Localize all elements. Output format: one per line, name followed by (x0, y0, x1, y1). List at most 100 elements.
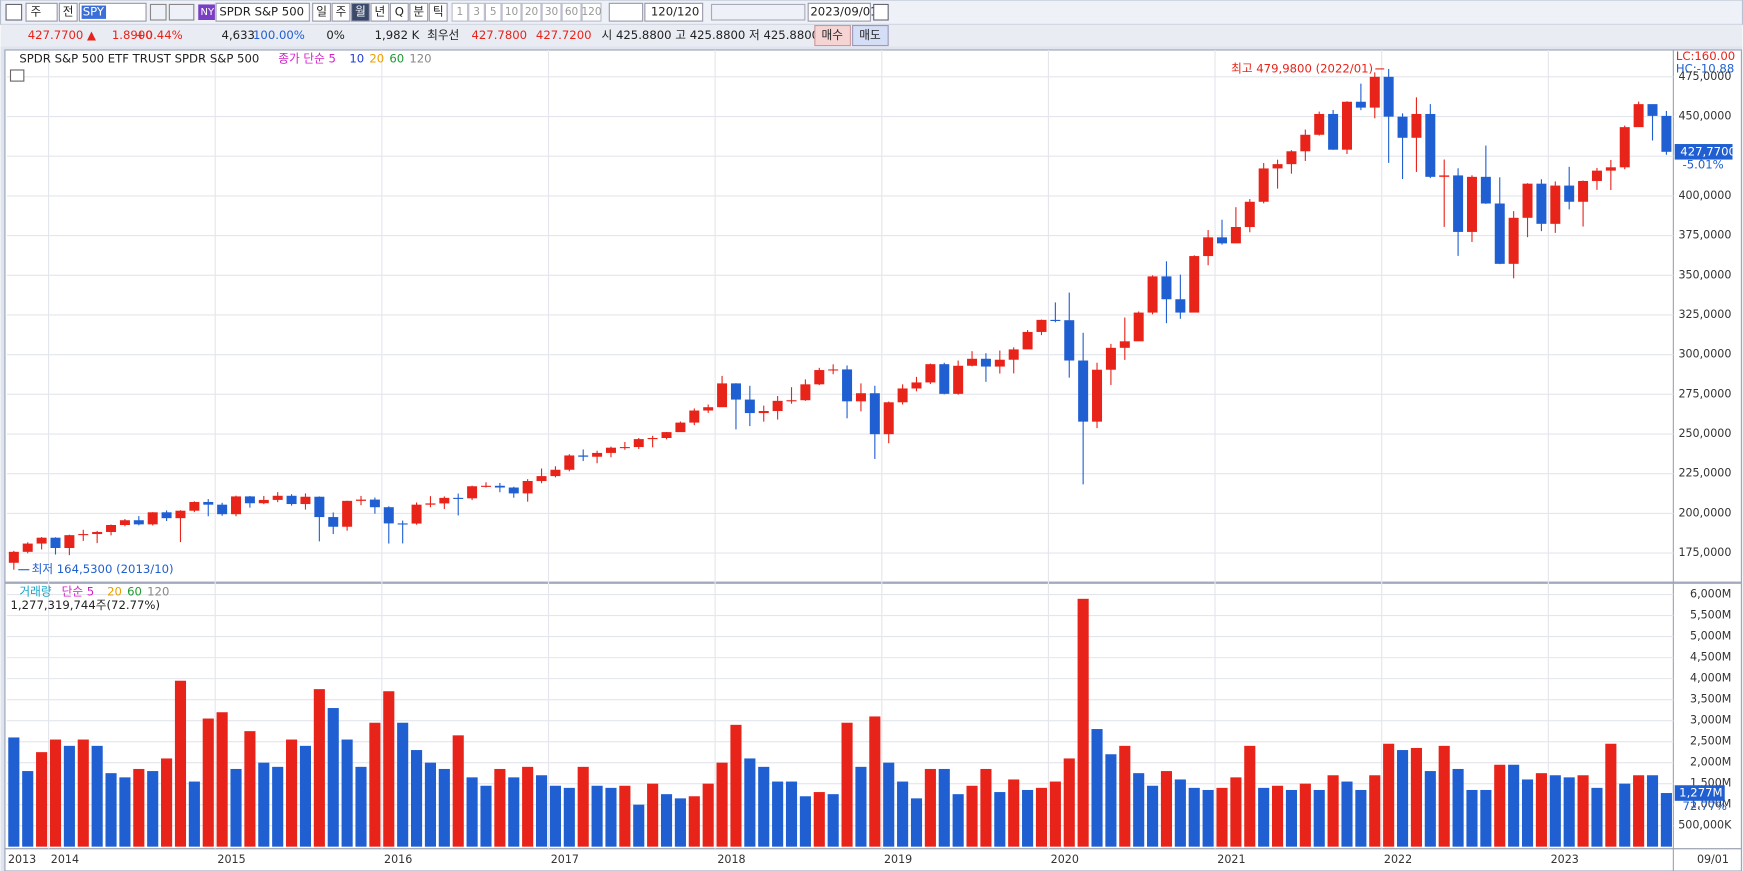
candle-body (758, 411, 769, 414)
candle-body (272, 495, 283, 500)
range-box (644, 2, 704, 22)
candle-body (772, 400, 783, 412)
y-tick-label: 350,0000 (1678, 268, 1731, 281)
volume-bar (1022, 789, 1034, 847)
y2-tick-label: 4,500M (1690, 651, 1731, 664)
market-select[interactable] (58, 2, 78, 22)
candle-body (883, 402, 894, 435)
volume-bar (785, 781, 798, 847)
interval-button[interactable] (331, 2, 351, 22)
volume-bar (1272, 785, 1284, 847)
symbol: SPY (83, 5, 105, 19)
interval-button[interactable] (351, 2, 370, 22)
volume-bar (938, 768, 950, 847)
candle-body (1022, 331, 1033, 350)
candle-body (1480, 176, 1491, 204)
count-button[interactable] (484, 2, 502, 22)
interval-button[interactable] (409, 2, 429, 22)
volume-bar (397, 722, 409, 847)
period-select[interactable] (25, 2, 58, 22)
volume-bar (1577, 775, 1589, 847)
candle-body (1092, 369, 1103, 422)
candle-body (1661, 115, 1672, 152)
candle-body (1550, 185, 1561, 224)
date-box[interactable] (807, 2, 871, 22)
candle-body (1508, 217, 1519, 264)
candle-body (1272, 164, 1283, 169)
pct0: 0% (326, 28, 345, 42)
table-icon[interactable] (9, 69, 25, 82)
candle-body (92, 531, 103, 535)
interval-button[interactable] (370, 2, 390, 22)
y-tick-label: 375,0000 (1678, 229, 1731, 242)
candle-body (939, 364, 950, 394)
candle-body (1466, 176, 1477, 232)
candle-body (22, 543, 33, 552)
interval-label: 일 (316, 5, 327, 19)
candle-body (633, 439, 644, 448)
count-button[interactable] (521, 2, 542, 22)
search-icon[interactable] (149, 3, 167, 21)
volume-legend: 120 (147, 585, 169, 599)
count-button[interactable] (541, 2, 562, 22)
candle-body (1008, 349, 1019, 360)
volume-bar (1646, 775, 1659, 847)
x-tick-label: 2015 (217, 853, 245, 866)
y2-tick-label: 5,000M (1690, 630, 1731, 643)
sell-button[interactable] (852, 24, 889, 47)
custom-interval[interactable] (608, 2, 644, 22)
volume-bar (1619, 783, 1631, 847)
tool-icons[interactable] (710, 3, 806, 21)
volume-bar (1480, 789, 1492, 847)
volume-bar (1591, 787, 1603, 847)
volume-bar (563, 787, 575, 847)
exchange: NY (200, 7, 214, 18)
volume-bar (869, 716, 881, 847)
volume-legend: 단순 5 (62, 585, 95, 599)
interval-button[interactable] (312, 2, 332, 22)
volume-bar (286, 739, 298, 847)
candle-body (78, 534, 89, 536)
count-button[interactable] (468, 2, 485, 22)
volume-bar (716, 762, 728, 847)
volume-bar (1494, 764, 1506, 847)
buy-button[interactable] (814, 24, 851, 47)
candle-body (661, 432, 672, 438)
price-panel (4, 49, 1742, 583)
interval-button[interactable] (428, 2, 448, 22)
volume-bar (216, 712, 228, 847)
count-button[interactable] (501, 2, 522, 22)
ask: 427.7800 (471, 28, 527, 42)
candle-body (647, 437, 658, 440)
candle-body (550, 469, 561, 477)
candle-body (1258, 168, 1269, 202)
y2-tick-label: 3,500M (1690, 693, 1731, 706)
candle-body (1355, 101, 1366, 108)
menu-icon[interactable] (5, 3, 23, 21)
volume-bar (1174, 779, 1186, 847)
candle-body (967, 358, 978, 366)
volume-bar (230, 768, 242, 847)
candle-body (1369, 76, 1380, 108)
candle-body (119, 520, 130, 525)
volume-bar (522, 766, 534, 847)
volume-bar (1660, 793, 1672, 847)
interval-label: 분 (413, 5, 424, 19)
volume-bar (1508, 764, 1520, 847)
last-volume-label: 1,277M (1679, 786, 1722, 800)
sound-icon[interactable] (168, 3, 195, 21)
interval-button[interactable] (389, 2, 409, 22)
volume-bar (22, 771, 34, 847)
volume-bar (480, 785, 492, 847)
count-button[interactable] (451, 2, 469, 22)
candle-body (175, 510, 186, 519)
volume-bar (1063, 758, 1075, 847)
volume-bar (341, 739, 353, 847)
volume-bar (772, 781, 784, 847)
volume-bar (619, 785, 631, 847)
interval-label: 년 (375, 5, 386, 19)
calendar-icon[interactable] (873, 3, 889, 21)
count-button[interactable] (581, 2, 602, 22)
volume-bar (494, 768, 506, 847)
count-button[interactable] (561, 2, 582, 22)
